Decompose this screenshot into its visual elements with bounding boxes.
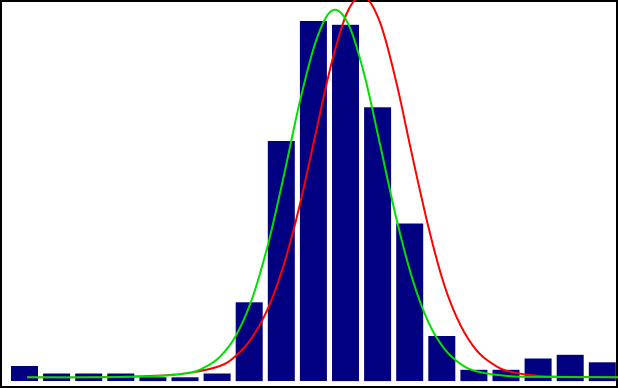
bar-6 <box>203 373 231 381</box>
fit-curves <box>27 0 618 379</box>
bar-0 <box>11 366 38 381</box>
fit-curve-0 <box>27 0 618 379</box>
bar-5 <box>171 377 199 382</box>
bar-8 <box>267 141 295 381</box>
bar-14 <box>460 369 488 382</box>
bar-12 <box>396 223 424 381</box>
bar-10 <box>332 24 359 382</box>
fit-curve-1 <box>27 8 618 379</box>
bar-series <box>11 21 616 382</box>
bar-9 <box>299 21 327 381</box>
bar-18 <box>588 362 616 382</box>
bar-4 <box>139 377 167 382</box>
bar-11 <box>364 107 392 382</box>
bar-13 <box>428 336 456 381</box>
